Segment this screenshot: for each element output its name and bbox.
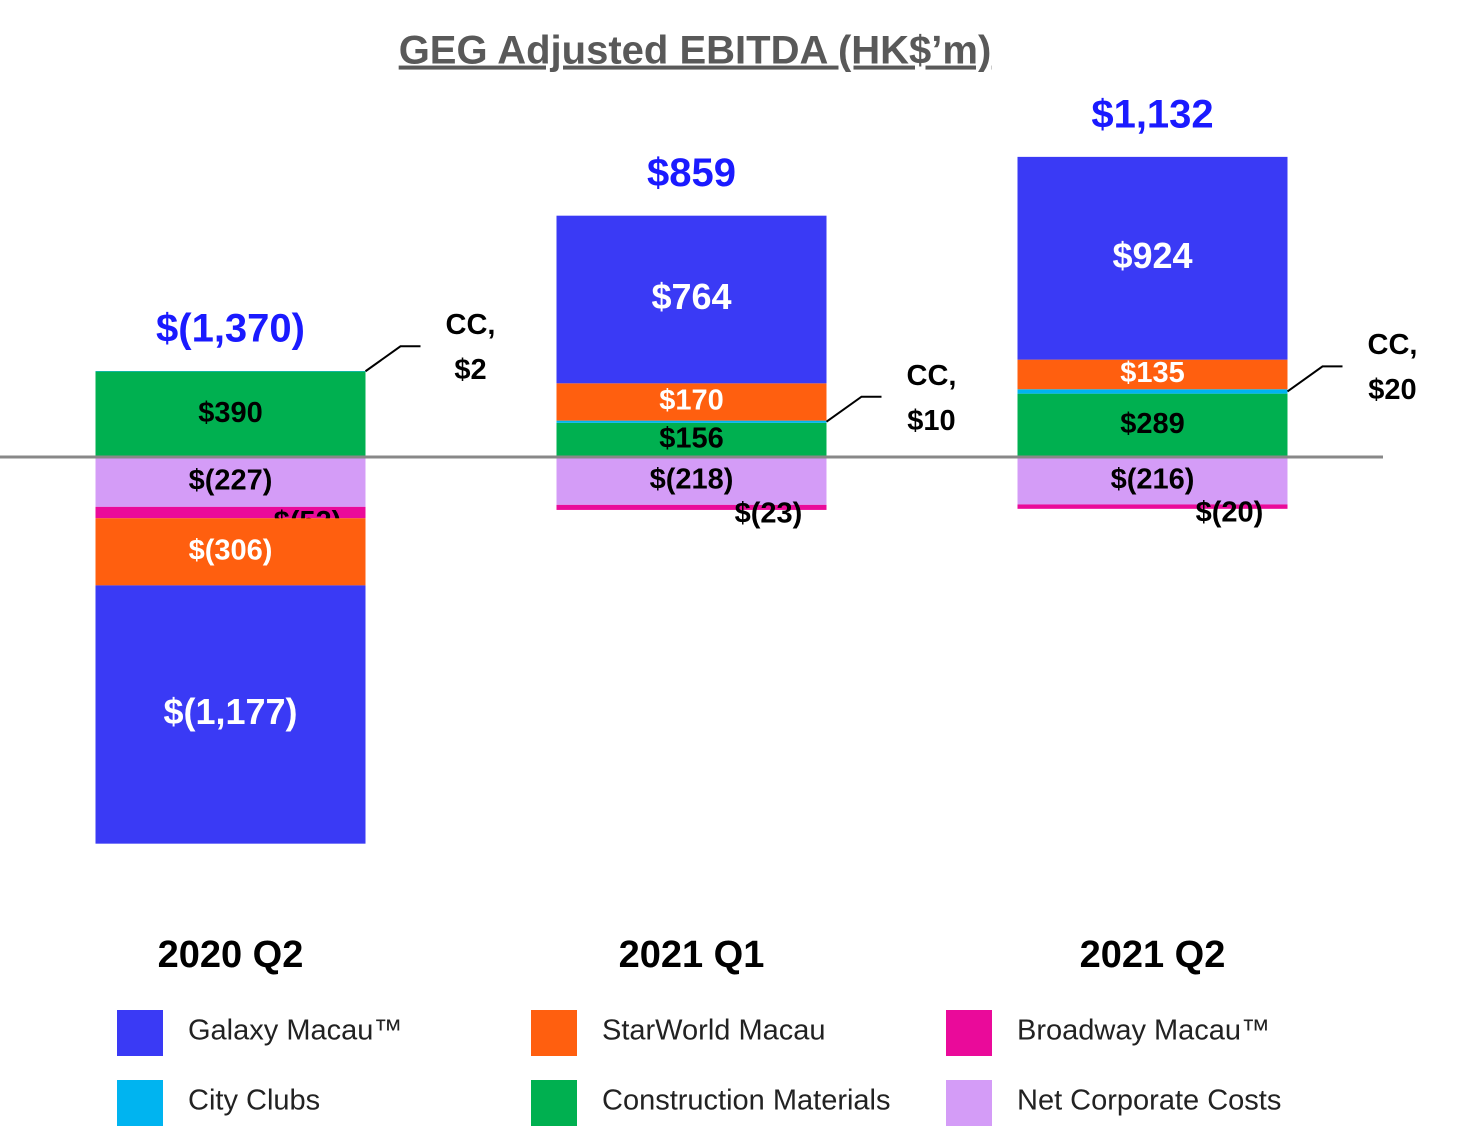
bar-segment xyxy=(1017,457,1288,505)
bar-segment xyxy=(556,457,827,505)
segment-label: $(20) xyxy=(1196,496,1264,528)
segment-label: $(306) xyxy=(189,534,273,566)
leader-line xyxy=(364,345,421,373)
legend-label: City Clubs xyxy=(188,1085,320,1117)
segment-label: $170 xyxy=(659,385,724,417)
legend-swatch xyxy=(531,1080,577,1126)
x-tick-label: 2020 Q2 xyxy=(158,934,304,976)
total-label: $(1,370) xyxy=(156,307,305,351)
bar-segment xyxy=(556,504,827,510)
legend-label: Broadway Macau™ xyxy=(1017,1015,1270,1047)
segment-label: CC, $10 xyxy=(906,359,957,437)
segment-label: $(227) xyxy=(189,465,273,497)
legend-label: StarWorld Macau xyxy=(602,1015,826,1047)
bar-segment xyxy=(1017,393,1288,458)
bar-segment xyxy=(95,371,366,458)
segment-label: $135 xyxy=(1120,357,1185,389)
bar-segment xyxy=(556,383,827,421)
legend-swatch xyxy=(117,1010,163,1056)
legend-swatch xyxy=(531,1010,577,1056)
segment-label: $(218) xyxy=(650,464,734,496)
legend-swatch xyxy=(117,1080,163,1126)
segment-label: $(23) xyxy=(735,498,803,530)
segment-label: $764 xyxy=(651,276,731,317)
bar-segment xyxy=(1017,389,1288,394)
legend-swatch xyxy=(946,1080,992,1126)
legend-label: Galaxy Macau™ xyxy=(188,1015,402,1047)
bar-segment xyxy=(1017,504,1288,509)
bar-segment xyxy=(1017,156,1288,360)
legend-label: Construction Materials xyxy=(602,1085,891,1117)
bar-segment xyxy=(556,422,827,458)
bar-segment xyxy=(556,215,827,384)
bar-segment xyxy=(95,585,366,844)
legend-swatch xyxy=(946,1010,992,1056)
x-tick-label: 2021 Q1 xyxy=(619,934,765,976)
segment-label: $924 xyxy=(1112,235,1192,276)
total-label: $859 xyxy=(647,151,736,195)
bar-segment xyxy=(1017,359,1288,390)
bar-segment xyxy=(95,506,366,519)
segment-label: $289 xyxy=(1120,408,1185,440)
total-label: $1,132 xyxy=(1091,92,1213,136)
leader-line xyxy=(1286,365,1343,393)
chart-title: GEG Adjusted EBITDA (HK$’m) xyxy=(399,29,992,73)
segment-label: $390 xyxy=(198,397,263,429)
segment-label: $(216) xyxy=(1111,463,1195,495)
bar-segment xyxy=(556,420,827,423)
segment-label: $156 xyxy=(659,423,724,455)
bar-segment xyxy=(95,457,366,507)
segment-label: $(1,177) xyxy=(163,691,297,732)
legend-label: Net Corporate Costs xyxy=(1017,1085,1281,1117)
bar-segment xyxy=(95,518,366,586)
segment-label: CC, $20 xyxy=(1367,329,1418,407)
segment-label: CC, $2 xyxy=(445,309,496,387)
x-tick-label: 2021 Q2 xyxy=(1080,934,1226,976)
leader-line xyxy=(825,395,882,423)
